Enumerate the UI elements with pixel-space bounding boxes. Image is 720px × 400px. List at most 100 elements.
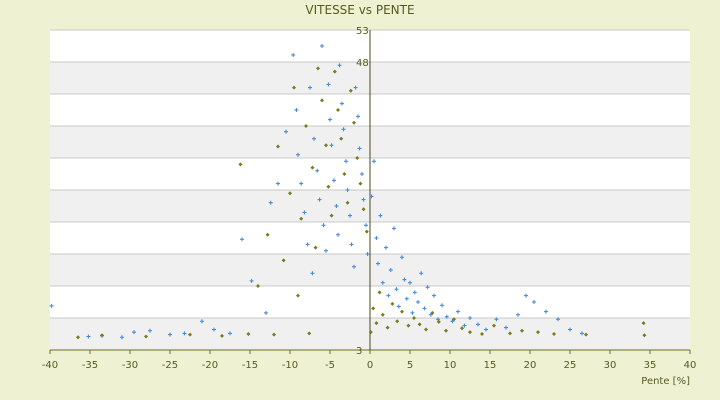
data-point	[419, 271, 424, 276]
y-tick-label: 53	[356, 26, 369, 37]
data-point	[305, 242, 310, 247]
data-point	[395, 319, 400, 324]
data-point	[304, 124, 308, 128]
x-tick-label: 25	[564, 360, 577, 371]
data-point	[432, 293, 436, 298]
data-point	[404, 296, 409, 301]
data-point	[380, 312, 385, 317]
data-point	[302, 210, 307, 215]
data-point	[76, 335, 80, 340]
data-point	[504, 325, 508, 330]
data-point	[417, 322, 422, 327]
data-point	[340, 101, 344, 106]
data-point	[428, 312, 433, 317]
data-point	[320, 98, 324, 103]
data-point	[281, 258, 286, 263]
data-point	[265, 232, 270, 237]
data-point	[348, 88, 353, 93]
data-point	[268, 200, 273, 205]
data-point	[584, 332, 588, 337]
data-point	[376, 261, 380, 266]
data-point	[524, 293, 528, 298]
data-point	[444, 328, 448, 333]
data-point	[317, 197, 322, 202]
data-point	[355, 156, 360, 160]
data-point	[371, 306, 376, 311]
x-tick-label: -40	[42, 360, 58, 371]
data-point	[436, 317, 440, 322]
data-point	[361, 197, 366, 202]
data-point	[388, 268, 393, 272]
data-point	[294, 108, 299, 112]
data-point	[353, 85, 358, 90]
data-point	[450, 319, 455, 324]
data-series	[49, 44, 647, 340]
data-point	[384, 245, 388, 250]
data-point	[345, 188, 350, 192]
data-point	[238, 162, 243, 167]
data-point	[308, 85, 312, 90]
data-point	[132, 330, 136, 335]
data-point	[326, 184, 331, 189]
data-point	[408, 280, 412, 285]
data-point	[641, 321, 646, 326]
tick-labels: -40 -35 -30 -25 -20 -15 -10 -5 0 5 10 15 20 25 30 35 40 5…	[42, 26, 697, 371]
data-point	[276, 181, 280, 186]
data-point	[292, 85, 296, 90]
data-point	[416, 300, 420, 304]
data-point	[200, 319, 204, 324]
data-point	[348, 213, 352, 218]
data-point	[544, 309, 548, 314]
data-point	[336, 232, 340, 237]
data-point	[296, 152, 300, 157]
data-point	[212, 327, 216, 332]
data-point	[396, 304, 401, 309]
data-point	[352, 264, 356, 269]
data-point	[364, 229, 369, 234]
data-point	[412, 290, 417, 295]
data-point	[430, 310, 435, 315]
data-point	[456, 309, 460, 314]
data-point	[358, 181, 363, 186]
data-point	[508, 331, 512, 336]
data-point	[344, 159, 348, 164]
data-point	[168, 332, 172, 337]
data-point	[378, 213, 383, 218]
data-point	[332, 178, 336, 183]
data-point	[361, 207, 366, 212]
data-point	[100, 333, 104, 338]
data-point	[332, 69, 337, 74]
data-point	[345, 200, 350, 205]
x-tick-label: -25	[162, 360, 178, 371]
data-point	[296, 293, 300, 298]
data-point	[249, 278, 254, 283]
series-2	[76, 66, 647, 340]
data-point	[452, 317, 456, 322]
data-point	[291, 52, 296, 57]
data-point	[360, 172, 364, 176]
data-point	[144, 334, 148, 339]
data-point	[494, 317, 499, 322]
data-point	[357, 146, 362, 151]
data-point	[334, 204, 339, 208]
data-point	[329, 213, 334, 218]
data-point	[310, 165, 315, 170]
data-point	[412, 316, 416, 320]
data-point	[516, 312, 520, 317]
data-point	[188, 332, 192, 337]
data-point	[424, 327, 428, 332]
series-1	[49, 44, 584, 340]
data-point	[324, 143, 328, 148]
data-point	[321, 223, 326, 228]
x-tick-label: 10	[444, 360, 457, 371]
data-point	[402, 277, 407, 282]
x-tick-label: 30	[604, 360, 617, 371]
data-point	[380, 280, 385, 285]
data-point	[568, 327, 572, 332]
data-point	[462, 323, 467, 328]
data-point	[480, 332, 484, 336]
data-point	[369, 194, 374, 199]
data-point	[386, 293, 391, 298]
data-point	[425, 285, 430, 290]
data-point	[324, 248, 328, 253]
